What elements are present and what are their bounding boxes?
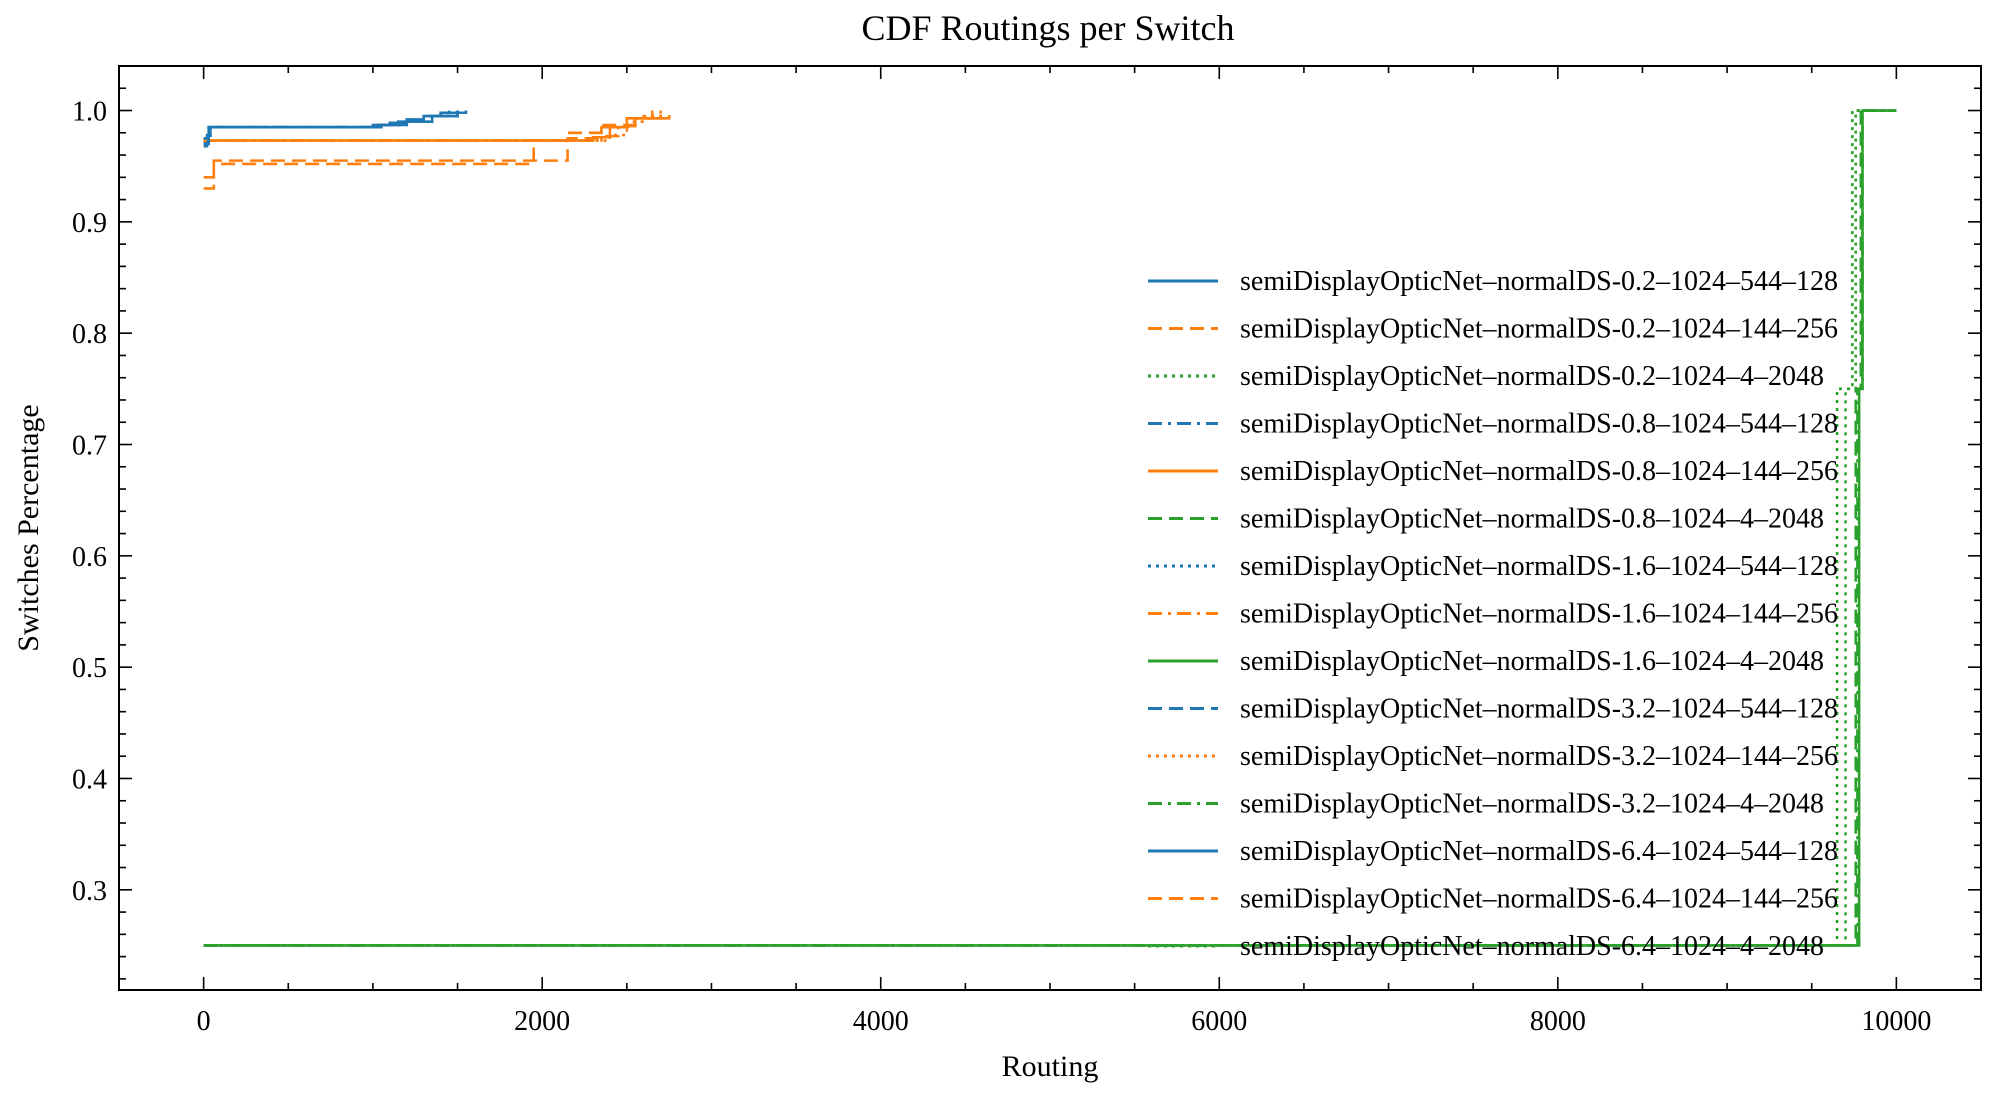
x-tick-label: 2000 (514, 1006, 570, 1037)
y-tick-label: 0.7 (72, 431, 107, 462)
series-line-11 (203, 110, 662, 142)
legend-label-14: semiDisplayOpticNet–normalDS-6.4–1024–14… (1240, 884, 1838, 915)
legend-label-11: semiDisplayOpticNet–normalDS-3.2–1024–14… (1240, 741, 1838, 772)
x-tick-label: 8000 (1530, 1006, 1586, 1037)
y-tick-label: 1.0 (72, 97, 107, 128)
legend-label-3: semiDisplayOpticNet–normalDS-0.2–1024–4–… (1240, 361, 1824, 392)
legend-label-6: semiDisplayOpticNet–normalDS-0.8–1024–4–… (1240, 504, 1824, 535)
legend-label-9: semiDisplayOpticNet–normalDS-1.6–1024–4–… (1240, 646, 1824, 677)
series-line-15 (203, 109, 1897, 947)
series-line-14 (203, 110, 662, 179)
legend-label-2: semiDisplayOpticNet–normalDS-0.2–1024–14… (1240, 314, 1838, 345)
legend-label-12: semiDisplayOpticNet–normalDS-3.2–1024–4–… (1240, 789, 1824, 820)
chart-title: CDF Routings per Switch (861, 8, 1234, 48)
series-line-7 (203, 110, 459, 140)
y-tick-label: 0.6 (72, 542, 107, 573)
series-layer (203, 109, 1897, 947)
legend-label-8: semiDisplayOpticNet–normalDS-1.6–1024–14… (1240, 599, 1838, 630)
y-tick-label: 0.8 (72, 319, 107, 350)
y-tick-label: 0.4 (72, 764, 107, 795)
x-tick-label: 0 (197, 1006, 211, 1037)
legend-label-7: semiDisplayOpticNet–normalDS-1.6–1024–54… (1240, 551, 1838, 582)
legend-label-13: semiDisplayOpticNet–normalDS-6.4–1024–54… (1240, 836, 1838, 867)
series-line-12 (203, 109, 1897, 947)
y-tick-label: 0.9 (72, 208, 107, 239)
x-tick-label: 10000 (1861, 1006, 1931, 1037)
legend-label-15: semiDisplayOpticNet–normalDS-6.4–1024–4–… (1240, 931, 1824, 962)
legend-label-5: semiDisplayOpticNet–normalDS-0.8–1024–14… (1240, 456, 1838, 487)
legend: semiDisplayOpticNet–normalDS-0.2–1024–54… (1148, 266, 1838, 962)
y-tick-label: 0.3 (72, 876, 107, 907)
x-tick-label: 6000 (1191, 1006, 1247, 1037)
y-axis-label: Switches Percentage (12, 404, 45, 651)
x-tick-label: 4000 (853, 1006, 909, 1037)
legend-label-10: semiDisplayOpticNet–normalDS-3.2–1024–54… (1240, 694, 1838, 725)
ticks-layer: 0 2000 4000 6000 8000 10000 0.3 0.4 0.5 0.6 0.7 0.8… (72, 65, 1982, 1037)
plot-area: 0 2000 4000 6000 8000 10000 0.3 0.4 0.5 0.6 0.7 0.8… (72, 65, 1982, 1037)
y-tick-label: 0.5 (72, 653, 107, 684)
series-line-13 (203, 110, 459, 140)
legend-label-1: semiDisplayOpticNet–normalDS-0.2–1024–54… (1240, 266, 1838, 297)
x-axis-label: Routing (1002, 1050, 1099, 1083)
series-line-2 (203, 110, 671, 190)
legend-label-4: semiDisplayOpticNet–normalDS-0.8–1024–54… (1240, 409, 1838, 440)
